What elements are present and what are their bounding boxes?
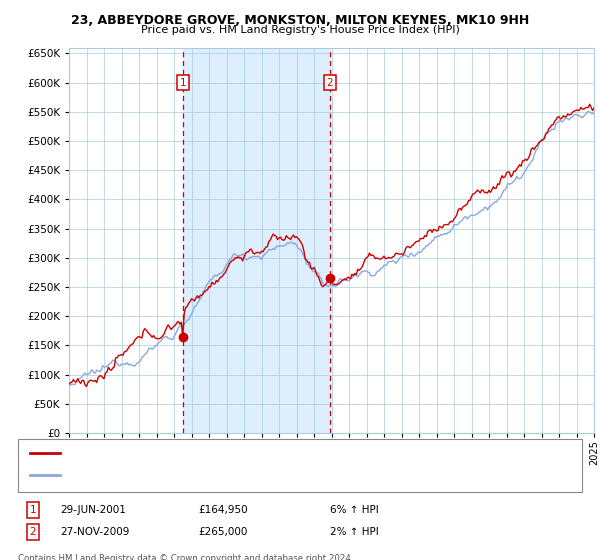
Text: Contains HM Land Registry data © Crown copyright and database right 2024.
This d: Contains HM Land Registry data © Crown c… (18, 554, 353, 560)
Text: 27-NOV-2009: 27-NOV-2009 (60, 526, 130, 536)
Text: £164,950: £164,950 (198, 505, 248, 515)
Text: HPI: Average price, detached house, Milton Keynes: HPI: Average price, detached house, Milt… (66, 470, 320, 480)
Text: 23, ABBEYDORE GROVE, MONKSTON, MILTON KEYNES, MK10 9HH (detached house): 23, ABBEYDORE GROVE, MONKSTON, MILTON KE… (66, 447, 484, 458)
Text: £265,000: £265,000 (198, 526, 247, 536)
Text: 29-JUN-2001: 29-JUN-2001 (60, 505, 126, 515)
Text: 1: 1 (179, 78, 186, 88)
Bar (183, 48, 330, 433)
Text: 2: 2 (327, 78, 334, 88)
Text: 2% ↑ HPI: 2% ↑ HPI (330, 526, 379, 536)
Text: Price paid vs. HM Land Registry's House Price Index (HPI): Price paid vs. HM Land Registry's House … (140, 25, 460, 35)
Text: 23, ABBEYDORE GROVE, MONKSTON, MILTON KEYNES, MK10 9HH: 23, ABBEYDORE GROVE, MONKSTON, MILTON KE… (71, 14, 529, 27)
Text: 1: 1 (29, 505, 37, 515)
Text: 6% ↑ HPI: 6% ↑ HPI (330, 505, 379, 515)
Text: 2: 2 (29, 526, 37, 536)
